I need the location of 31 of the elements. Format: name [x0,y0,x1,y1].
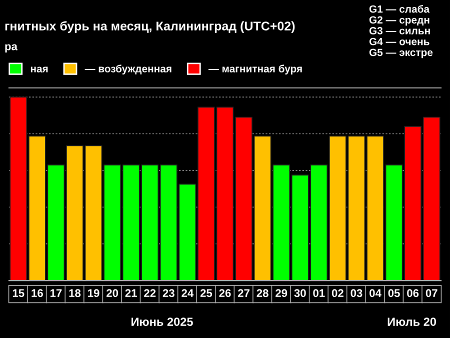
legend-label: ная [30,66,48,72]
text: Июль 20 [388,318,436,326]
x-tick-label: 30 [294,289,306,298]
x-tick-label: 07 [426,289,438,298]
x-tick-label: 28 [256,289,268,298]
x-tick-label: 03 [350,289,362,298]
x-tick-label: 01 [313,289,325,298]
x-tick-label: 18 [69,289,81,298]
text: Июнь 2025 [132,318,193,326]
x-tick-label: 17 [50,289,62,297]
text: G1 — слаба G2 — средн G3 — сильн G4 — очень G5 — экстре [369,4,433,58]
x-tick-label: 21 [125,289,137,297]
x-tick-label: 23 [162,289,174,298]
x-tick-label: 25 [200,289,212,298]
x-tick-label: 22 [144,289,156,297]
x-tick-label: 06 [407,289,419,298]
x-tick-label: 16 [32,289,43,298]
chart-subtitle: ра [5,44,18,52]
x-tick-label: 05 [388,289,400,298]
legend-label: — магнитная буря [208,64,302,74]
chart-title: гнитных бурь на месяц, Калининград (UTC+02) [5,21,295,33]
x-tick-label: 04 [370,289,382,298]
x-tick-label: 15 [12,289,24,298]
x-tick-label: 02 [332,289,344,298]
x-tick-label: 19 [88,289,100,298]
x-tick-label: 29 [276,289,288,298]
legend-label: — возбужденная [84,64,172,74]
x-tick-label: 26 [219,289,231,298]
x-tick-label: 20 [106,289,118,298]
x-tick-label: 24 [182,289,194,297]
x-tick-label: 27 [238,289,250,297]
